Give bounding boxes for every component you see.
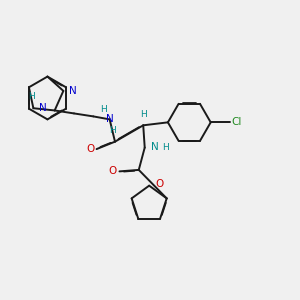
Text: N: N — [106, 114, 113, 124]
Text: H: H — [109, 126, 116, 135]
Text: H: H — [162, 142, 169, 152]
Text: H: H — [140, 110, 147, 118]
Text: N: N — [151, 142, 158, 152]
Text: O: O — [156, 179, 164, 189]
Text: O: O — [109, 166, 117, 176]
Text: O: O — [86, 144, 94, 154]
Text: N: N — [39, 103, 46, 113]
Text: H: H — [100, 105, 106, 114]
Text: Cl: Cl — [232, 117, 242, 127]
Text: N: N — [69, 86, 76, 96]
Text: H: H — [28, 92, 35, 101]
